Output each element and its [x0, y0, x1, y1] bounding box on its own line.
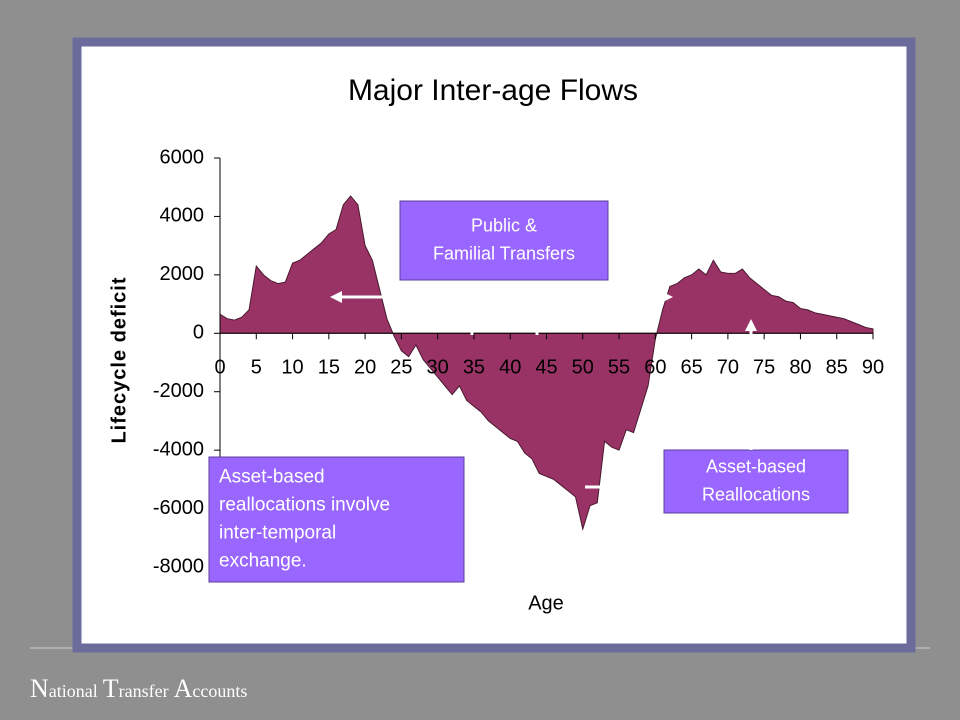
- footer: National Transfer Accounts: [30, 674, 252, 704]
- y-tick-label: 4000: [160, 205, 205, 227]
- y-tick-label: 6000: [160, 146, 205, 168]
- annotation-text: Asset-based: [706, 456, 806, 476]
- annotation-box: [208, 456, 465, 583]
- x-label: Age: [528, 592, 564, 614]
- y-tick-label: -8000: [153, 555, 204, 577]
- x-tick-label: 75: [753, 356, 775, 378]
- x-tick-label: 90: [862, 356, 884, 378]
- y-label: Lifecycle deficit: [108, 276, 130, 443]
- footer-word: Transfer: [102, 674, 169, 703]
- plot: -8000 -6000 -4000 -2000 0 2000 4000 6000 0 5 10 15 2…: [153, 146, 884, 577]
- arrow-head: [745, 319, 757, 331]
- arrow: [535, 295, 662, 335]
- arrow-head: [330, 291, 342, 303]
- annotations: Public & Familial Transfers Asset-based Rea…: [208, 200, 849, 583]
- annotation-text: reallocations involve: [219, 495, 390, 516]
- x-tick-label: 15: [318, 356, 340, 378]
- footer-word: Accounts: [173, 674, 248, 703]
- x-tick-label: 40: [499, 356, 521, 378]
- annotation-box: [663, 449, 849, 514]
- arrow: [340, 295, 474, 335]
- arrow-head: [647, 481, 659, 493]
- annotation-text: inter-temporal: [219, 523, 336, 544]
- area: [219, 195, 874, 531]
- x-tick-label: 10: [281, 356, 303, 378]
- y-tick-label: -4000: [153, 438, 204, 460]
- footer-word: National: [30, 674, 98, 703]
- x-tick-label: 80: [789, 356, 811, 378]
- x-tick-label: 45: [535, 356, 557, 378]
- x-tick-label: 70: [717, 356, 739, 378]
- chart-title: Major Inter-age Flows: [348, 74, 638, 107]
- annotation-box: [399, 200, 609, 281]
- y-tick-label: 0: [193, 322, 204, 344]
- y-tick-label: -6000: [153, 497, 204, 519]
- x-tick-label: 85: [826, 356, 848, 378]
- arrows: [330, 291, 757, 493]
- x-tick-label: 30: [427, 356, 449, 378]
- x-tick-label: 0: [214, 356, 225, 378]
- x-tick-label: 50: [572, 356, 594, 378]
- y-tick-label: -2000: [153, 380, 204, 402]
- x-tick-label: 5: [251, 356, 262, 378]
- annotation-text: Familial Transfers: [433, 243, 575, 263]
- x-tick-label: 65: [680, 356, 702, 378]
- annotation-text: Asset-based: [219, 467, 325, 488]
- annotation-text: Reallocations: [702, 484, 810, 504]
- annotation-text: exchange.: [219, 551, 307, 572]
- arrow-head: [661, 291, 673, 303]
- x-tick-label: 20: [354, 356, 376, 378]
- annotation-text: Public &: [471, 215, 537, 235]
- x-tick-label: 60: [644, 356, 666, 378]
- x-tick-label: 55: [608, 356, 630, 378]
- x-tick-label: 35: [463, 356, 485, 378]
- y-tick-label: 2000: [160, 263, 205, 285]
- x-tick-label: 25: [390, 356, 412, 378]
